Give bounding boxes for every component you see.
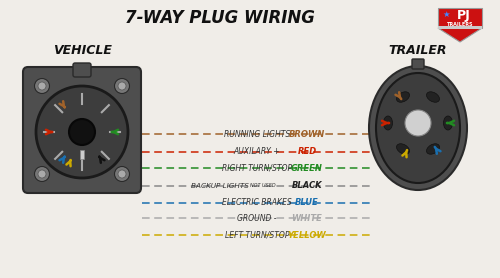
FancyBboxPatch shape [73, 63, 91, 77]
Text: BLACK: BLACK [292, 181, 322, 190]
Polygon shape [438, 28, 482, 42]
Circle shape [38, 82, 46, 90]
Circle shape [405, 110, 431, 136]
Ellipse shape [444, 116, 452, 130]
Text: ELECTRIC BRAKES: ELECTRIC BRAKES [222, 198, 292, 207]
Circle shape [118, 170, 126, 178]
Circle shape [69, 119, 95, 145]
Text: TRAILER: TRAILER [389, 43, 448, 56]
Ellipse shape [426, 92, 440, 102]
Ellipse shape [396, 144, 409, 154]
Text: PJ: PJ [457, 9, 471, 23]
Ellipse shape [426, 144, 440, 154]
Text: BROWN: BROWN [289, 130, 325, 139]
Text: YELLOW: YELLOW [288, 231, 327, 240]
Text: RUNNING LIGHTS: RUNNING LIGHTS [224, 130, 290, 139]
Text: WHITE: WHITE [292, 214, 322, 223]
FancyBboxPatch shape [438, 8, 482, 28]
Circle shape [34, 167, 50, 182]
Circle shape [38, 170, 46, 178]
Ellipse shape [369, 66, 467, 190]
Text: VEHICLE: VEHICLE [52, 43, 112, 56]
Ellipse shape [396, 92, 409, 102]
FancyBboxPatch shape [23, 67, 141, 193]
Text: RED: RED [298, 147, 316, 156]
Circle shape [36, 86, 128, 178]
Text: LEFT TURN/STOP: LEFT TURN/STOP [225, 231, 289, 240]
FancyBboxPatch shape [412, 59, 424, 69]
Text: TRAILERS: TRAILERS [447, 23, 473, 28]
Text: NOT USED: NOT USED [250, 183, 276, 188]
Ellipse shape [384, 116, 392, 130]
Text: 7-WAY PLUG WIRING: 7-WAY PLUG WIRING [125, 9, 315, 27]
Text: BLUE: BLUE [295, 198, 319, 207]
Circle shape [114, 78, 130, 93]
Circle shape [34, 78, 50, 93]
Bar [80, 150, 84, 159]
Circle shape [118, 82, 126, 90]
Text: GREEN: GREEN [291, 164, 323, 173]
Text: AUXILARY +: AUXILARY + [234, 147, 280, 156]
FancyBboxPatch shape [438, 26, 482, 29]
Text: BACKUP LIGHTS: BACKUP LIGHTS [191, 183, 249, 188]
Text: ★: ★ [442, 9, 450, 19]
Text: GROUND -: GROUND - [238, 214, 277, 223]
Ellipse shape [376, 73, 460, 183]
Text: RIGHT TURN/STOP: RIGHT TURN/STOP [222, 164, 292, 173]
Circle shape [114, 167, 130, 182]
